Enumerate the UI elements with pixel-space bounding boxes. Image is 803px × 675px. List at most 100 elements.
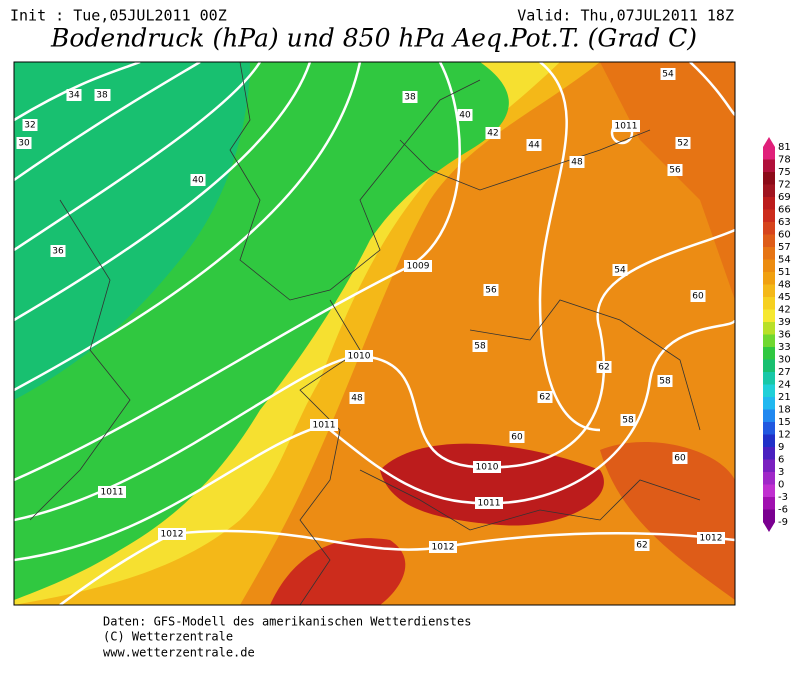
legend-cell (763, 484, 775, 498)
legend-tick: 18 (778, 405, 791, 416)
valid-time: Valid: Thu,07JUL2011 18Z (517, 7, 734, 25)
legend-tick: 54 (778, 255, 791, 266)
legend-cell (763, 259, 775, 273)
legend-tick: 81 (778, 142, 791, 153)
footer-line: Daten: GFS-Modell des amerikanischen Wet… (103, 615, 471, 629)
theta-label-box (612, 264, 628, 276)
theta-label: 52 (677, 139, 688, 149)
theta-label-box (660, 68, 676, 80)
theta-label-box (634, 539, 650, 551)
theta-label-box (569, 156, 585, 168)
legend-tick: 9 (778, 442, 784, 453)
legend-tick: 60 (778, 230, 791, 241)
legend-cell (763, 359, 775, 373)
map-frame (13, 61, 736, 606)
legend-cell (763, 422, 775, 435)
theta-label: 62 (539, 393, 550, 403)
legend-tick: 12 (778, 430, 791, 441)
legend-tick: 45 (778, 292, 791, 303)
isobar-label: 1012 (161, 530, 184, 540)
isobar-label-box (404, 260, 432, 272)
legend-cell (763, 284, 775, 298)
theta-label: 56 (485, 286, 497, 296)
isobar-label-box (310, 419, 338, 431)
theta-label: 60 (674, 454, 686, 464)
theta-label-box (50, 245, 66, 257)
legend-tick: 39 (778, 317, 791, 328)
theta-label-box (485, 127, 501, 139)
theta-label: 58 (622, 416, 634, 426)
theta-label-box (675, 137, 691, 149)
init-time: Init : Tue,05JUL2011 00Z (10, 7, 227, 25)
legend-tick: 27 (778, 367, 791, 378)
isobar-label: 1012 (700, 534, 723, 544)
theta-label-box (690, 290, 706, 302)
theta-label: 38 (404, 93, 416, 103)
legend-cell (763, 384, 775, 398)
legend-cell (763, 197, 775, 210)
legend-cell (763, 447, 775, 460)
legend-tick: 6 (778, 455, 784, 466)
theta-label: 38 (96, 91, 108, 101)
legend-tick: 36 (778, 330, 791, 341)
map (14, 62, 735, 605)
isobar-label: 1011 (101, 488, 124, 498)
theta-label: 40 (459, 111, 471, 121)
theta-label-box (94, 89, 110, 101)
theta-label-box (667, 164, 683, 176)
isobar-label: 1011 (313, 421, 336, 431)
legend-tick: 30 (778, 355, 791, 366)
isobar-label: 1012 (432, 543, 455, 553)
theta-label: 60 (511, 433, 523, 443)
legend-cell (763, 309, 775, 323)
theta-label-box (537, 391, 553, 403)
theta-label-box (620, 414, 636, 426)
theta-label-box (402, 91, 418, 103)
legend-cell (763, 172, 775, 185)
legend-cap (763, 522, 775, 532)
legend-tick: 48 (778, 280, 791, 291)
legend-tick: 3 (778, 467, 784, 478)
legend-cell (763, 409, 775, 423)
isobar-label-box (98, 486, 126, 498)
legend-cell (763, 272, 775, 285)
legend-cell (763, 322, 775, 335)
legend-cell (763, 209, 775, 223)
legend-cell (763, 497, 775, 510)
legend-cell (763, 509, 775, 523)
footer-line: (C) Wetterzentrale (103, 630, 233, 644)
legend-cell (763, 334, 775, 348)
theta-label: 60 (692, 292, 704, 302)
legend-cap (763, 137, 775, 147)
theta-label-box (16, 137, 32, 149)
theta-label: 44 (528, 141, 540, 151)
legend-tick: 75 (778, 167, 791, 178)
legend-cell (763, 434, 775, 448)
isobar-label: 1011 (478, 499, 501, 509)
theta-label-box (349, 392, 365, 404)
isobar-label-box (158, 528, 186, 540)
legend-tick: -6 (778, 505, 788, 516)
theta-label-box (596, 361, 612, 373)
legend-tick: 69 (778, 192, 791, 203)
legend-tick: 78 (778, 155, 791, 166)
map-title: Bodendruck (hPa) und 850 hPa Aeq.Pot.T. … (50, 24, 697, 53)
legend-tick: 0 (778, 480, 784, 491)
theta-label: 30 (18, 139, 30, 149)
isobar-label-box (473, 461, 501, 473)
isobar-label: 1009 (407, 262, 430, 272)
theta-label: 58 (474, 342, 486, 352)
legend-cell (763, 372, 775, 385)
legend-tick: 33 (778, 342, 791, 353)
theta-label: 56 (669, 166, 681, 176)
legend-cell (763, 184, 775, 198)
legend-tick: 57 (778, 242, 791, 253)
theta-label-box (672, 452, 688, 464)
legend-cell (763, 397, 775, 410)
theta-label-box (66, 89, 82, 101)
legend-tick: 21 (778, 392, 791, 403)
theta-label: 54 (662, 70, 674, 80)
theta-label-box (509, 431, 525, 443)
legend-tick: 42 (778, 305, 791, 316)
